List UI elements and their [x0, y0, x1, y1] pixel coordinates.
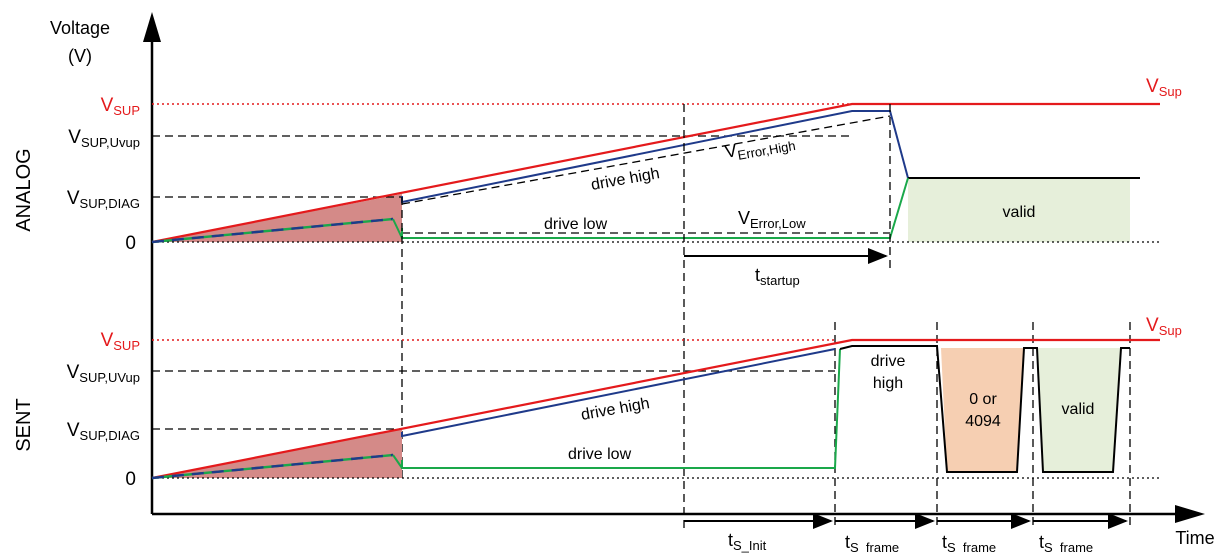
analog-zero-label: 0 — [125, 233, 136, 254]
sent-diag-label: VSUP,DIAG — [67, 420, 140, 443]
analog-ramp-drop — [392, 218, 403, 239]
sent-section-label: SENT — [13, 398, 35, 451]
sent-frame-value-line2: 4094 — [965, 413, 1001, 430]
analog-drive-high-label: drive high — [590, 165, 661, 194]
sent-tframe1-label: tS frame — [845, 532, 899, 554]
sent-output-signal — [839, 345, 1130, 473]
sent-vsup-right-label: VSup — [1146, 315, 1182, 338]
sent-initial-ramp-blue — [151, 453, 394, 480]
sent-tframe3-label: tS frame — [1039, 532, 1093, 554]
sent-frame-valid-label: valid — [1062, 401, 1095, 418]
sent-ramp-drop — [392, 454, 403, 469]
sent-drive-low-curve — [401, 348, 841, 469]
y-axis-title-line2: (V) — [68, 46, 92, 66]
sent-frame-value-line1: 0 or — [969, 391, 997, 408]
sent-uvup-label: VSUP,UVup — [67, 362, 140, 385]
analog-valid-region — [908, 178, 1130, 242]
analog-drive-low-curve — [401, 177, 909, 239]
analog-uvup-label: VSUP,Uvup — [68, 127, 140, 150]
sent-drive-high-curve — [401, 348, 836, 438]
x-axis-title: Time — [1175, 528, 1214, 548]
analog-verror-high-line — [401, 115, 891, 205]
analog-diag-label: VSUP,DIAG — [67, 188, 140, 211]
analog-valid-label: valid — [1003, 204, 1036, 221]
analog-vsup-label: VSUP — [101, 95, 140, 118]
sent-frame-valid-region — [1037, 348, 1121, 472]
sent-tframe2-label: tS frame — [942, 532, 996, 554]
analog-verror-low-label: VError,Low — [738, 208, 806, 231]
analog-vsup-right-label: VSup — [1146, 76, 1182, 99]
sent-drive-high-label: drive high — [580, 395, 651, 424]
x-axis-arrow — [1175, 505, 1205, 523]
analog-section-label: ANALOG — [13, 148, 35, 231]
analog-drive-low-label: drive low — [544, 216, 608, 233]
sent-zero-label: 0 — [125, 469, 136, 490]
sent-drive-high-box-line2: high — [873, 375, 903, 392]
analog-initial-ramp-blue — [151, 217, 394, 244]
y-axis-title-line1: Voltage — [50, 18, 110, 38]
sent-vsup-curve — [151, 338, 1160, 480]
sent-vsup-label: VSUP — [101, 330, 140, 353]
sent-tinit-label: tS_Init — [728, 530, 767, 553]
sent-drive-low-label: drive low — [568, 446, 632, 463]
sent-drive-high-box-line1: drive — [871, 353, 906, 370]
y-axis-arrow — [143, 12, 161, 42]
analog-tstartup-label: tstartup — [755, 265, 800, 288]
analog-vsup-curve — [151, 102, 1160, 244]
sent-frame-error-region — [941, 348, 1024, 472]
